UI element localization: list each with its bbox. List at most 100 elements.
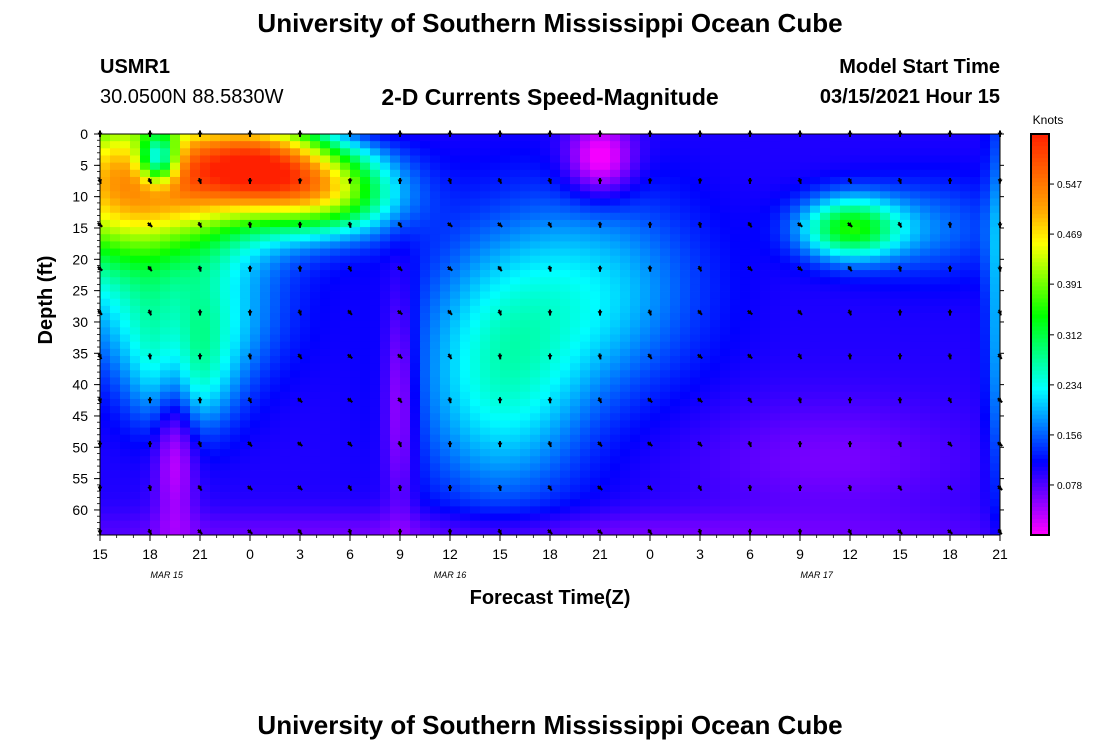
- heatmap-cell: [920, 234, 931, 242]
- heatmap-cell: [500, 270, 511, 278]
- heatmap-cell: [170, 355, 181, 364]
- heatmap-cell: [810, 169, 821, 178]
- heatmap-cell: [940, 162, 951, 171]
- heatmap-cell: [130, 355, 141, 364]
- heatmap-cell: [510, 391, 521, 400]
- heatmap-cell: [550, 506, 561, 514]
- heatmap-cell: [920, 191, 931, 199]
- heatmap-cell: [360, 284, 371, 292]
- heatmap-cell: [810, 506, 821, 514]
- heatmap-cell: [980, 499, 991, 507]
- heatmap-cell: [350, 184, 361, 192]
- heatmap-cell: [690, 391, 701, 400]
- heatmap-cell: [670, 398, 681, 407]
- heatmap-cell: [530, 470, 541, 479]
- heatmap-cell: [710, 427, 721, 436]
- heatmap-cell: [990, 227, 1001, 235]
- heatmap-cell: [450, 370, 461, 378]
- heatmap-cell: [210, 355, 221, 364]
- heatmap-cell: [760, 348, 771, 357]
- heatmap-cell: [960, 234, 971, 242]
- heatmap-cell: [940, 484, 951, 493]
- heatmap-cell: [800, 155, 811, 164]
- heatmap-cell: [300, 420, 311, 428]
- heatmap-cell: [850, 398, 861, 407]
- heatmap-cell: [370, 205, 381, 214]
- heatmap-cell: [410, 427, 421, 436]
- heatmap-cell: [520, 492, 531, 500]
- heatmap-cell: [380, 248, 391, 257]
- heatmap-cell: [990, 176, 1001, 185]
- heatmap-cell: [270, 227, 281, 235]
- heatmap-cell: [440, 248, 451, 257]
- heatmap-cell: [540, 456, 551, 464]
- heatmap-cell: [480, 449, 491, 457]
- heatmap-cell: [750, 499, 761, 507]
- heatmap-cell: [270, 327, 281, 335]
- heatmap-cell: [800, 212, 811, 221]
- heatmap-cell: [410, 191, 421, 199]
- heatmap-cell: [840, 270, 851, 278]
- heatmap-cell: [510, 313, 521, 321]
- heatmap-cell: [160, 334, 171, 343]
- heatmap-cell: [480, 241, 491, 249]
- heatmap-cell: [350, 241, 361, 249]
- heatmap-cell: [630, 355, 641, 364]
- heatmap-cell: [430, 191, 441, 199]
- heatmap-cell: [800, 176, 811, 185]
- heatmap-cell: [920, 148, 931, 156]
- heatmap-cell: [160, 320, 171, 328]
- heatmap-cell: [740, 270, 751, 278]
- heatmap-cell: [930, 492, 941, 500]
- heatmap-cell: [900, 241, 911, 249]
- heatmap-cell: [530, 377, 541, 386]
- heatmap-cell: [350, 134, 361, 142]
- heatmap-cell: [940, 327, 951, 335]
- heatmap-cell: [430, 270, 441, 278]
- heatmap-cell: [640, 398, 651, 407]
- heatmap-cell: [150, 348, 161, 357]
- heatmap-cell: [460, 255, 471, 264]
- heatmap-cell: [530, 406, 541, 414]
- heatmap-cell: [230, 148, 241, 156]
- heatmap-cell: [310, 327, 321, 335]
- heatmap-cell: [140, 377, 151, 386]
- heatmap-cell: [840, 255, 851, 264]
- heatmap-cell: [950, 248, 961, 257]
- heatmap-cell: [450, 241, 461, 249]
- heatmap-cell: [700, 334, 711, 343]
- heatmap-cell: [700, 262, 711, 271]
- heatmap-cell: [770, 198, 781, 207]
- heatmap-cell: [770, 341, 781, 350]
- heatmap-cell: [610, 198, 621, 207]
- heatmap-cell: [290, 155, 301, 164]
- heatmap-cell: [910, 291, 921, 300]
- heatmap-cell: [750, 327, 761, 335]
- heatmap-cell: [670, 456, 681, 464]
- heatmap-cell: [330, 176, 341, 185]
- heatmap-cell: [870, 406, 881, 414]
- heatmap-cell: [430, 420, 441, 428]
- heatmap-cell: [990, 291, 1001, 300]
- heatmap-cell: [130, 348, 141, 357]
- heatmap-cell: [340, 492, 351, 500]
- heatmap-cell: [330, 463, 341, 471]
- heatmap-cell: [980, 313, 991, 321]
- heatmap-cell: [570, 169, 581, 178]
- heatmap-cell: [880, 313, 891, 321]
- heatmap-cell: [300, 277, 311, 285]
- heatmap-cell: [440, 427, 451, 436]
- heatmap-cell: [330, 162, 341, 171]
- heatmap-cell: [540, 155, 551, 164]
- heatmap-cell: [610, 148, 621, 156]
- heatmap-cell: [190, 406, 201, 414]
- heatmap-cell: [310, 513, 321, 522]
- heatmap-cell: [880, 398, 891, 407]
- heatmap-cell: [750, 406, 761, 414]
- heatmap-cell: [780, 270, 791, 278]
- heatmap-cell: [130, 205, 141, 214]
- heatmap-cell: [460, 169, 471, 178]
- heatmap-cell: [350, 413, 361, 421]
- heatmap-cell: [200, 441, 211, 450]
- heatmap-cell: [520, 470, 531, 479]
